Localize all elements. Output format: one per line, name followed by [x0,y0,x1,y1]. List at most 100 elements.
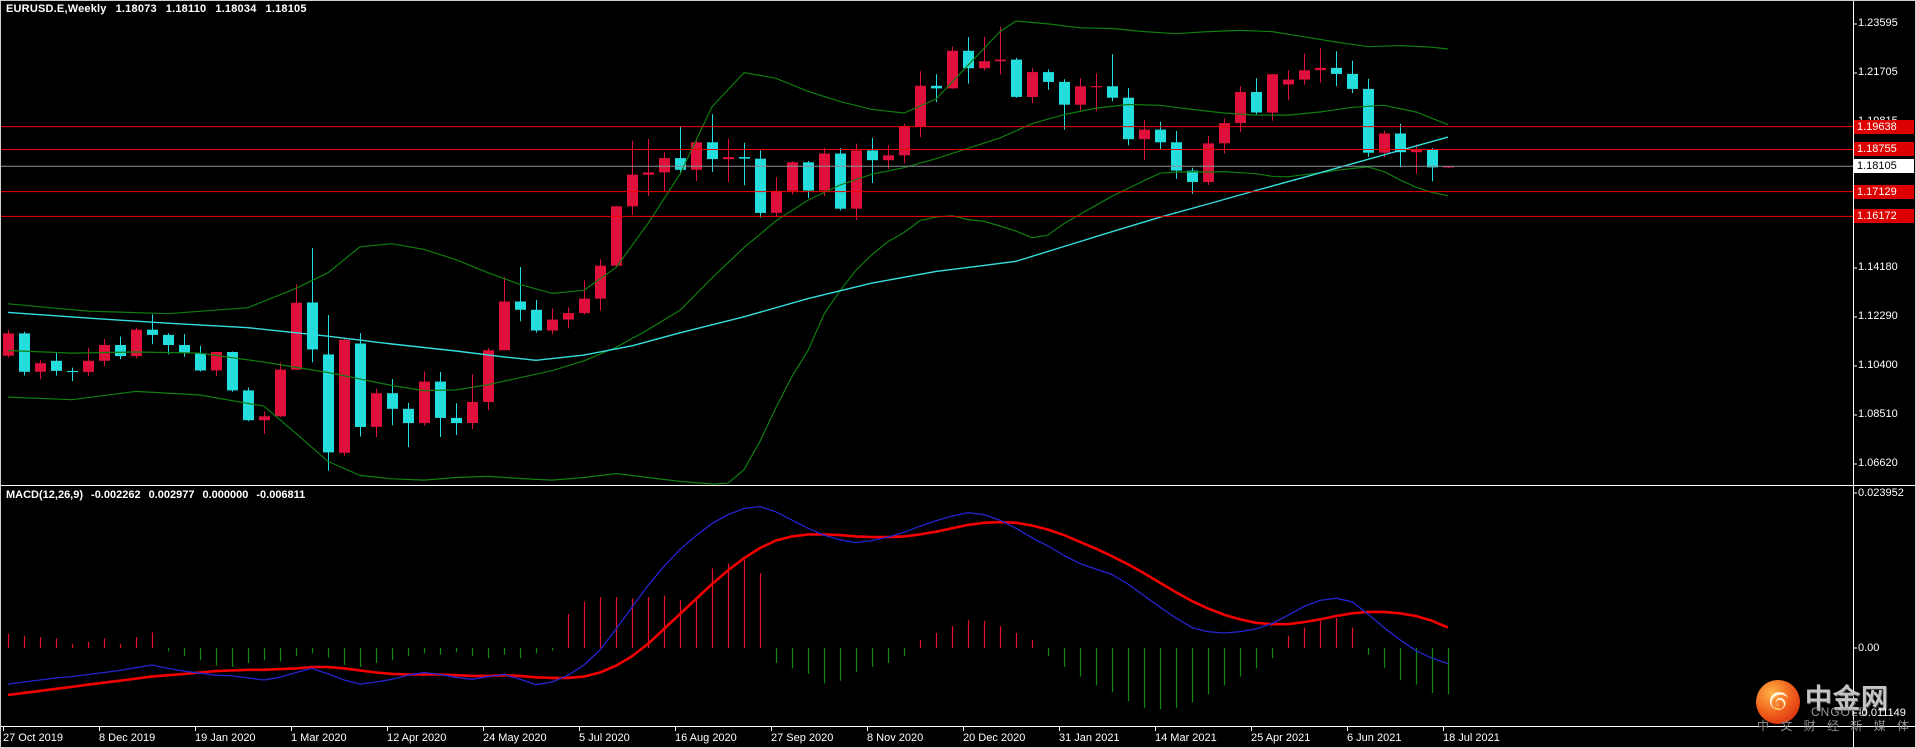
candle-body [403,408,414,424]
price-line-label-box: 1.18755 [1854,142,1914,156]
time-axis-label: 25 Apr 2021 [1251,732,1311,744]
candle-body [339,339,350,453]
candle-body [1219,123,1230,144]
candle-body [451,417,462,424]
candle-body [291,302,302,370]
candle-body [707,142,718,160]
time-axis-label: 1 Mar 2020 [291,732,347,744]
candle-body [1155,129,1166,143]
candle-body [579,298,590,314]
candle-body [1187,170,1198,182]
candle-body [1107,86,1118,98]
price-axis-tick-label: 1.14180 [1858,261,1898,273]
ma_slow_cyan-line [7,136,1449,362]
macd-name: MACD(12,26,9) [6,489,84,501]
time-axis-label: 5 Jul 2020 [579,732,630,744]
candle-body [435,381,446,418]
time-axis-label: 14 Mar 2021 [1155,732,1217,744]
candle-body [35,363,46,372]
candle-body [371,393,382,427]
candle-body [1123,97,1134,140]
candle-body [1011,59,1022,97]
candle-body [675,158,686,170]
candle-body [259,416,270,421]
candle-body [547,319,558,331]
time-axis-label: 19 Jan 2020 [195,732,256,744]
current-price-label-box: 1.18105 [1854,159,1914,173]
candle-body [243,390,254,421]
high-value: 1.18110 [165,3,207,15]
candle-body [499,301,510,351]
candle-body [179,345,190,353]
candle-body [643,172,654,175]
candle-body [1363,88,1374,153]
candle-body [1315,67,1326,71]
macd-value-3: 0.000000 [202,489,249,501]
candle-body [419,381,430,424]
time-axis-label: 27 Sep 2020 [771,732,834,744]
candle-body [1395,133,1406,153]
candle-body [963,50,974,69]
cngold-watermark: 中金网 CNGOLD 中 文 财 经 新 媒 体 [1755,677,1915,739]
price-axis-tick-label: 1.08510 [1858,408,1898,420]
candle-body [3,333,14,356]
candle-body [563,313,574,320]
price-axis-tick-label: 1.10400 [1858,359,1898,371]
macd-value-2: 0.002977 [148,489,195,501]
candle-body [755,158,766,213]
time-axis-label: 27 Oct 2019 [3,732,63,744]
candle-body [227,352,238,391]
candle-body [1427,149,1438,168]
price-axis-tick-label: 1.21705 [1858,66,1898,78]
candle-body [1379,133,1390,153]
price-line-label-box: 1.19638 [1854,120,1914,134]
time-axis-label: 20 Dec 2020 [963,732,1026,744]
candle-body [771,190,782,213]
close-value: 1.18105 [265,3,307,15]
candle-body [467,402,478,423]
time-axis-label: 16 Aug 2020 [675,732,737,744]
time-axis-label: 18 Jul 2021 [1443,732,1500,744]
candle-body [1139,129,1150,140]
candle-body [115,345,126,357]
candle-body [275,369,286,417]
macd-signal-line [7,520,1449,697]
candle-body [659,158,670,173]
macd-value-4: -0.006811 [256,489,306,501]
macd-indicator-title: MACD(12,26,9) -0.002262 0.002977 0.000000 -0… [6,489,313,501]
time-axis-label: 6 Jun 2021 [1347,732,1402,744]
time-axis-label: 31 Jan 2021 [1059,732,1120,744]
candle-body [931,85,942,89]
time-axis-label: 8 Dec 2019 [99,732,156,744]
candle-body [163,334,174,345]
bollinger_middle-line [7,103,1449,392]
candle-body [1251,92,1262,113]
candle-body [195,353,206,371]
candle-body [627,174,638,207]
price-line-label-box: 1.17129 [1854,185,1914,199]
macd-axis-zero-label: 0.00 [1858,642,1880,654]
candle-body [483,350,494,402]
candle-body [387,393,398,409]
cngold-brand-text: 中金网 [1805,684,1889,714]
candle-body [1171,142,1182,171]
price-axis-tick-label: 1.12290 [1858,310,1898,322]
price-line-label-box: 1.16172 [1854,209,1914,223]
candle-body [899,126,910,156]
candle-body [211,352,222,371]
candle-body [979,61,990,69]
candle-body [739,157,750,159]
price-axis-tick-label: 1.06620 [1858,457,1898,469]
candle-body [51,360,62,371]
candle-body [1331,67,1342,74]
candle-body [1043,72,1054,82]
candle-body [323,354,334,453]
candle-body [1283,79,1294,85]
candle-body [131,329,142,357]
candle-body [1299,70,1310,80]
candle-body [803,162,814,191]
macd-axis-max-label: 0.023952 [1858,487,1904,499]
cngold-logo-icon [1756,680,1800,724]
cngold-tagline-text: 中 文 财 经 新 媒 体 [1757,719,1914,733]
